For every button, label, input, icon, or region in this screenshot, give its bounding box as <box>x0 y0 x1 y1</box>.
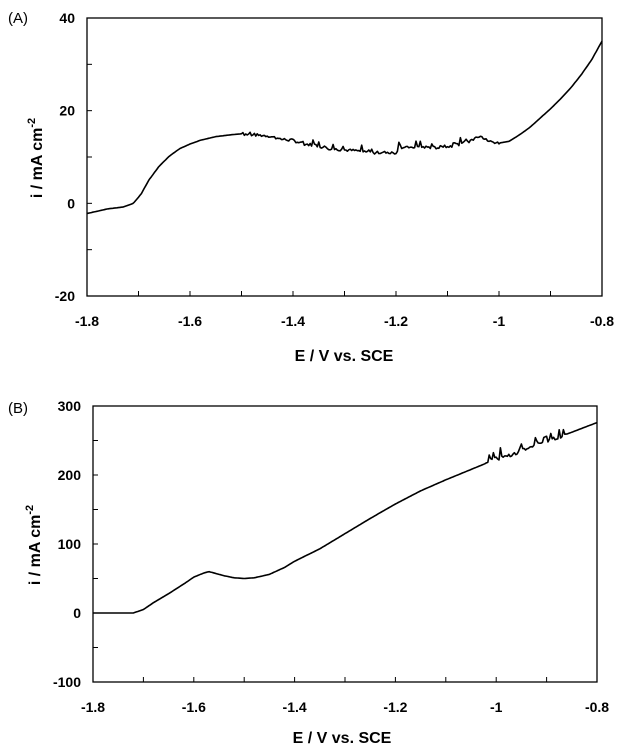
chart-b-series-line <box>93 421 598 614</box>
chart-b-x-tick-label: -1 <box>490 699 503 715</box>
chart-b-x-tick-label: -0.8 <box>585 699 609 715</box>
chart-a-y-axis-title: i / mA cm-2 <box>26 118 46 198</box>
chart-b-x-axis-title: E / V vs. SCE <box>293 730 392 747</box>
chart-b: (B) -100 0 100 200 300 -1.8 -1.6 -1.4 -1.2 -1 -0.8… <box>8 398 609 747</box>
chart-a-axes: -20 0 20 40 -1.8 -1.6 -1.4 -1.2 -1 -0.8 <box>55 10 615 329</box>
chart-b-y-axis-title-sup: -2 <box>24 505 36 515</box>
chart-b-axes: -100 0 100 200 300 -1.8 -1.6 -1.4 -1.2 -1 -0.8 <box>53 398 609 715</box>
chart-b-x-tick-label: -1.6 <box>182 699 206 715</box>
chart-b-x-tick-label: -1.2 <box>383 699 407 715</box>
chart-a-y-axis-title-main: i / mA cm <box>29 128 46 199</box>
chart-a-x-tick-label: -1 <box>493 313 506 329</box>
chart-a-y-tick-label: 0 <box>67 195 75 211</box>
chart-b-y-tick-label: 0 <box>73 605 81 621</box>
chart-a-plot-frame <box>86 17 603 297</box>
chart-b-y-axis-title-main: i / mA cm <box>27 515 44 586</box>
chart-a-y-tick-label: 40 <box>59 10 75 26</box>
chart-a-y-tick-label: 20 <box>59 103 75 119</box>
chart-a-x-tick-label: -1.2 <box>384 313 408 329</box>
chart-a-x-tick-label: -1.8 <box>75 313 99 329</box>
chart-b-x-tick-label: -1.8 <box>81 699 105 715</box>
chart-a-series-line <box>86 40 603 215</box>
chart-b-y-tick-label: -100 <box>53 674 81 690</box>
chart-b-y-axis-title: i / mA cm-2 <box>24 505 44 585</box>
chart-a-x-tick-label: -1.4 <box>281 313 305 329</box>
chart-a-x-tick-label: -1.6 <box>178 313 202 329</box>
chart-a-x-axis-title: E / V vs. SCE <box>295 348 394 365</box>
chart-b-plot-frame <box>92 405 598 683</box>
chart-a-x-tick-label: -0.8 <box>590 313 614 329</box>
chart-a-panel-label: (A) <box>8 10 28 27</box>
chart-a: (A) -20 0 20 40 -1.8 -1.6 -1.4 -1.2 -1 -0.8 E / V… <box>8 10 614 365</box>
chart-a-y-axis-title-sup: -2 <box>26 118 38 128</box>
chart-b-y-tick-label: 100 <box>58 536 82 552</box>
chart-b-y-tick-label: 300 <box>58 398 82 414</box>
chart-b-panel-label: (B) <box>8 400 28 417</box>
chart-b-y-tick-label: 200 <box>58 467 82 483</box>
chart-a-y-tick-label: -20 <box>55 288 75 304</box>
chart-b-x-tick-label: -1.4 <box>283 699 307 715</box>
